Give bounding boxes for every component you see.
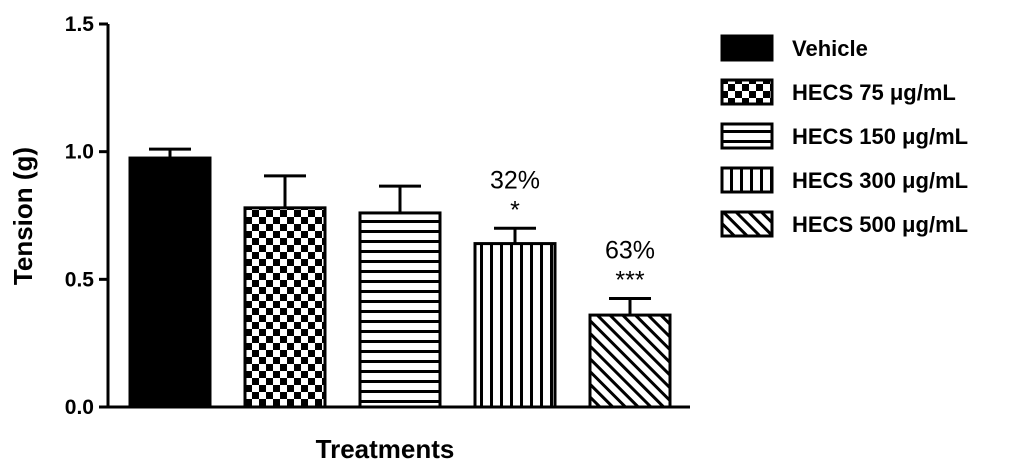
legend-swatch <box>720 34 774 62</box>
y-tick-label: 0.0 <box>65 396 94 419</box>
bar <box>243 206 327 409</box>
legend-swatch <box>720 166 774 194</box>
y-tick-label: 1.0 <box>65 141 94 164</box>
bar <box>473 242 557 409</box>
plot-area: 0.0 0.5 1.0 1.5 *32% ***63% <box>65 13 690 419</box>
legend-swatch <box>720 210 774 238</box>
legend-label: HECS 500 μg/mL <box>792 212 968 237</box>
percent-label: 63% <box>605 236 655 264</box>
percent-label: 32% <box>490 166 540 194</box>
bar <box>588 313 672 409</box>
legend-swatch <box>720 122 774 150</box>
legend-swatch <box>720 78 774 106</box>
y-tick-label: 1.5 <box>65 13 95 36</box>
legend-label: HECS 300 μg/mL <box>792 168 968 193</box>
y-axis-title: Tension (g) <box>8 147 38 285</box>
significance-label: *** <box>615 266 644 294</box>
legend-label: HECS 150 μg/mL <box>792 124 968 149</box>
significance-label: * <box>510 196 520 224</box>
legend-label: HECS 75 μg/mL <box>792 80 956 105</box>
y-tick-label: 0.5 <box>65 268 95 291</box>
bar <box>358 211 442 409</box>
legend-label: Vehicle <box>792 36 868 61</box>
bar <box>128 156 212 409</box>
legend: Vehicle HECS 75 μg/mL HECS 150 μg/mL HECS 3… <box>720 34 968 238</box>
x-axis-title: Treatments <box>316 434 455 464</box>
